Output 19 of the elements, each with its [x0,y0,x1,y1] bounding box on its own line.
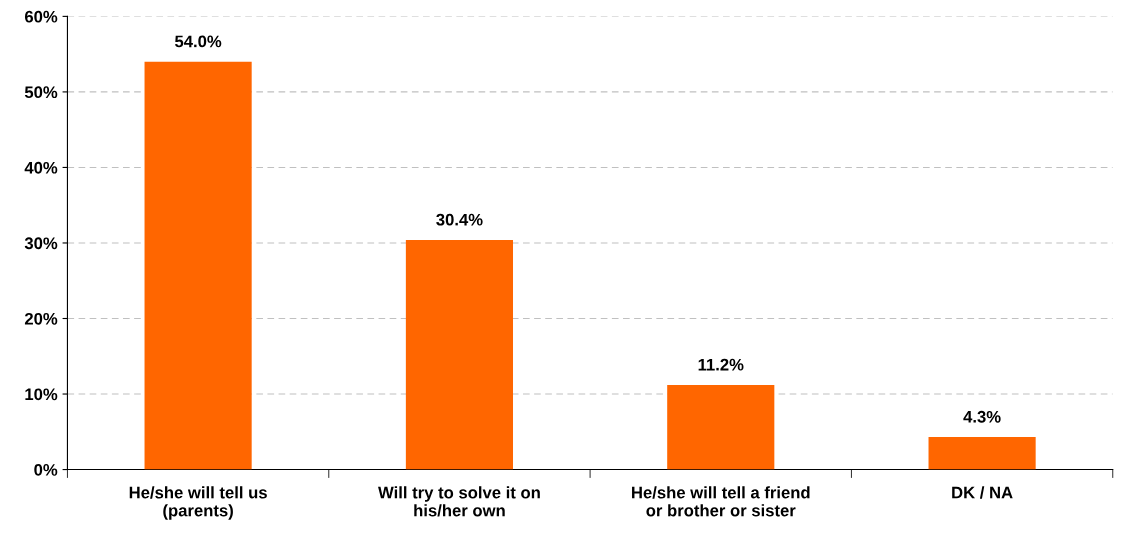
y-tick-label: 10% [25,388,58,401]
x-tick-label: He/she will tell us (parents) [129,486,267,520]
y-tick-label: 30% [24,237,58,250]
x-tick-label: He/she will tell a friend or brother or sister [632,486,810,517]
bar [405,239,514,470]
bar [667,384,775,470]
bar [928,437,1036,470]
data-label: 54.0% [174,35,222,48]
y-tick-label: 20% [24,312,58,325]
data-label: 11.2% [698,358,744,371]
x-tick-label: DK / NA [952,486,1013,499]
bar [144,61,252,470]
data-label: 30.4% [436,213,483,226]
y-tick-label: 40% [24,161,58,174]
y-tick-label: 50% [24,86,58,99]
data-label: 4.3% [963,410,1001,423]
x-tick-label: Will try to solve it on his/her own [378,486,540,517]
y-tick-label: 60% [24,10,58,23]
y-tick-label: 0% [34,463,58,476]
